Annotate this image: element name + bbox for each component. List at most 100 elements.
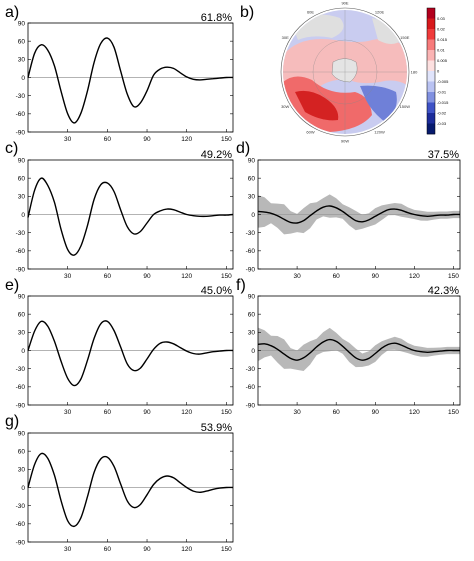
x-tick-label-a: 120 [181,136,192,143]
colorbar-segment [427,113,435,124]
map-lon-label: 30E [282,35,289,40]
x-tick-label-d: 120 [409,273,420,280]
x-tick-label-f: 90 [372,409,380,416]
x-tick-label-g: 150 [221,546,232,553]
colorbar-segment [427,92,435,103]
y-tick-label-g: -60 [16,521,26,528]
panel-label-g: g) [5,413,19,430]
data-line-a [27,37,234,124]
colorbar-tick-label: -0.03 [437,121,447,126]
x-tick-label-g: 60 [104,546,112,553]
time-series-panels: a) 61.8% 90 60 30 0 -30 -60 -90 30 60 90 120 150 c) 49.… [5,4,461,553]
colorbar-segment [427,29,435,40]
map-lon-label: 60E [307,10,314,15]
colorbar-segment [427,39,435,51]
x-tick-label-c: 150 [221,273,232,280]
y-tick-label-e: -30 [16,366,26,373]
data-line-d [257,205,461,224]
map-lon-label: 30W [281,104,289,109]
y-tick-label-d: -90 [246,266,256,273]
panel-f: f) 42.3% 90 60 30 0 -30 -60 -90 30 60 90 120 150 [236,277,461,416]
panel-a: a) 61.8% 90 60 30 0 -30 -60 -90 30 60 90 120 150 [5,4,234,143]
x-tick-label-f: 60 [333,409,341,416]
colorbar-tick-label: 0.015 [437,37,448,42]
variance-percent-c: 49.2% [201,149,232,161]
y-tick-label-c: -90 [16,266,26,273]
y-tick-label-d: -60 [246,248,256,255]
map-negative-region [360,85,397,122]
colorbar-segment [427,81,435,93]
colorbar-frame [426,7,436,135]
map-lon-label: 120E [375,10,385,15]
y-tick-label-a: -60 [16,111,26,118]
map-panel-b: b) 30E 60E 90E 120E 150E 180 150W 120W 90W 60W 30W… [240,1,449,144]
y-tick-label-c: 90 [18,157,26,164]
y-tick-label-a: -30 [16,93,26,100]
colorbar-segment [427,123,435,135]
colorbar-segment [427,102,435,114]
colorbar-tick-label: 0.01 [437,47,446,52]
colorbar-segment [427,60,435,72]
y-tick-label-c: 60 [18,175,26,182]
y-tick-label-e: 0 [21,348,25,355]
y-tick-label-c: -60 [16,248,26,255]
map-lon-label: 180 [411,70,418,75]
map-lon-label: 120W [374,129,385,134]
x-tick-label-f: 30 [293,409,301,416]
map-lon-label: 90W [341,139,349,144]
panel-label-e: e) [5,277,19,294]
panel-d: d) 37.5% 90 60 30 0 -30 -60 -90 30 60 90 120 150 [236,140,461,280]
map-lon-label: 60W [306,129,314,134]
map-lon-label: 150W [400,104,411,109]
y-tick-label-d: 30 [248,194,256,201]
x-tick-label-c: 30 [64,273,72,280]
map-lon-label: 90E [341,1,348,6]
x-tick-label-a: 60 [104,136,112,143]
x-tick-label-f: 150 [448,409,459,416]
data-line-f [257,338,460,361]
y-tick-label-g: -90 [16,539,26,546]
colorbar-segment [427,18,435,30]
y-tick-label-e: -90 [16,402,26,409]
y-tick-label-e: 30 [18,330,26,337]
x-tick-label-a: 30 [64,136,72,143]
y-tick-label-f: -60 [246,384,256,391]
y-tick-label-f: 0 [251,348,255,355]
x-tick-label-f: 120 [409,409,420,416]
panel-label-a: a) [5,4,19,21]
colorbar-tick-label: 0.005 [437,58,448,63]
colorbar-tick-label: 0.03 [437,16,446,21]
map-lon-label: 150E [400,35,410,40]
x-tick-label-c: 90 [143,273,151,280]
y-tick-label-g: -30 [16,503,26,510]
data-line-g [27,452,234,528]
map-antarctica [331,58,358,83]
panel-label-c: c) [5,140,18,157]
data-line-e [27,320,234,387]
x-tick-label-g: 30 [64,546,72,553]
y-tick-label-f: -90 [246,402,256,409]
y-tick-label-f: -30 [246,366,256,373]
x-tick-label-e: 150 [221,409,232,416]
colorbar-tick-label: -0.005 [437,79,449,84]
y-tick-label-d: 60 [248,175,256,182]
colorbar-segment [427,50,435,61]
x-tick-label-e: 60 [104,409,112,416]
y-tick-label-c: 30 [18,194,26,201]
map-peak-positive-region [295,90,339,121]
data-line-c [27,177,234,256]
map-land-east [372,18,402,44]
x-tick-label-e: 30 [64,409,72,416]
x-tick-label-e: 90 [143,409,151,416]
uncertainty-band-f [258,327,460,371]
y-tick-label-a: 30 [18,57,26,64]
panel-e: e) 45.0% 90 60 30 0 -30 -60 -90 30 60 90 120 150 [5,277,234,416]
variance-percent-e: 45.0% [201,285,232,297]
y-tick-label-g: 60 [18,448,26,455]
y-tick-label-a: -90 [16,129,26,136]
variance-percent-d: 37.5% [428,149,459,161]
y-tick-label-a: 90 [18,20,26,27]
colorbar-tick-label: -0.01 [437,89,447,94]
x-tick-label-g: 90 [143,546,151,553]
